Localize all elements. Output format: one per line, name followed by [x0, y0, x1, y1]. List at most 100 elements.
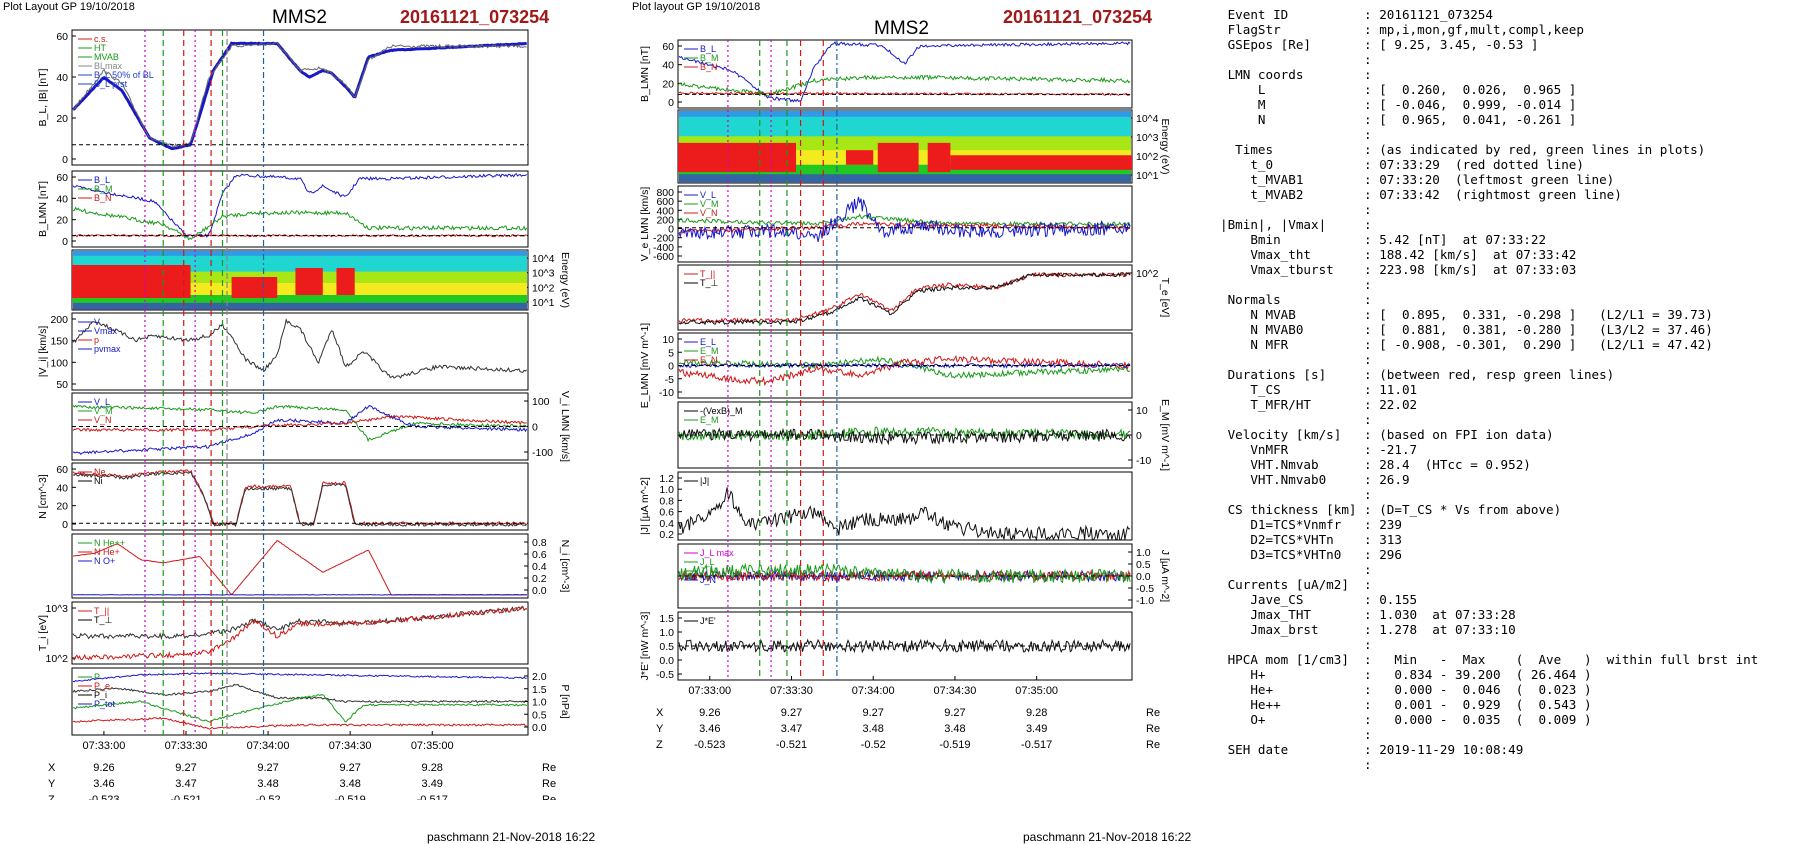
coord-value: 3.49 — [422, 778, 443, 790]
time-tick-label: 07:35:00 — [1015, 685, 1058, 697]
axis-label: V_e LMN [km/s] — [639, 187, 651, 262]
coord-label: X — [656, 707, 664, 719]
info-line: N MVAB : [ 0.895, 0.331, -0.298 ] (L2/L1… — [1220, 307, 1758, 322]
info-line: D3=TCS*VHTn0 : 296 — [1220, 547, 1758, 562]
info-line: Vmax_tht : 188.42 [km/s] at 07:33:42 — [1220, 247, 1758, 262]
time-tick-label: 07:33:30 — [165, 740, 208, 752]
info-line: |Bmin|, |Vmax| : — [1220, 217, 1758, 232]
axis-label: J [µA m^-2] — [1159, 550, 1171, 602]
tick-label: 1.2 — [659, 473, 674, 485]
legend-label: J_N — [700, 575, 716, 585]
info-line: Times : (as indicated by red, green line… — [1220, 142, 1758, 157]
time-tick-label: 07:34:30 — [934, 685, 977, 697]
tick-label: 200 — [50, 314, 68, 326]
time-tick-label: 07:33:00 — [83, 740, 126, 752]
data-line — [73, 472, 527, 526]
time-tick-label: 07:35:00 — [411, 740, 454, 752]
info-line: D1=TCS*Vnmfr : 239 — [1220, 517, 1758, 532]
info-line: : — [1220, 412, 1758, 427]
coord-value: 9.26 — [93, 762, 114, 774]
axis-label: N_i [cm^-3] — [559, 540, 571, 593]
coord-value: -0.521 — [776, 739, 807, 751]
tick-label: 0.0 — [532, 722, 547, 734]
tick-label: 10^2 — [46, 653, 69, 665]
legend-label: B_N — [700, 62, 718, 72]
panel: Energy (eV)10^410^310^210^1 — [678, 110, 1171, 183]
left-footer: paschmann 21-Nov-2018 16:22 — [427, 830, 595, 844]
panel: T_e [eV]10^2T_||T_⊥ — [678, 265, 1171, 330]
spectrogram-hot — [846, 150, 873, 165]
spectrogram-low — [73, 303, 527, 310]
coord-value: 9.27 — [781, 707, 802, 719]
time-tick-label: 07:34:00 — [247, 740, 290, 752]
coord-value: -0.519 — [335, 794, 366, 800]
data-line — [73, 684, 527, 702]
spectrogram-top — [679, 111, 1131, 117]
coord-value: -0.523 — [694, 739, 725, 751]
tick-label: 0 — [62, 236, 68, 248]
coord-value: 9.28 — [422, 762, 443, 774]
tick-label: 60 — [56, 172, 68, 184]
legend-label: E_N — [700, 355, 718, 365]
info-line: N MFR : [ -0.908, -0.301, 0.290 ] (L2/L1… — [1220, 337, 1758, 352]
tick-label: 1.0 — [532, 697, 547, 709]
axis-label: |J| [µA m^-2] — [639, 477, 651, 535]
tick-label: 100 — [50, 357, 68, 369]
data-line — [73, 320, 527, 378]
coord-label: Y — [656, 723, 664, 735]
info-line: : — [1220, 277, 1758, 292]
axis-label: E_LMN [mV m^-1] — [639, 323, 651, 409]
legend-label: E_M — [700, 415, 719, 425]
time-tick-label: 07:33:00 — [688, 685, 731, 697]
axis-label: |V_i| [km/s] — [37, 326, 49, 378]
legend-label: P_tot — [94, 699, 116, 709]
legend-label: pvmax — [94, 344, 121, 354]
tick-label: 0.5 — [659, 641, 674, 653]
tick-label: 100 — [532, 396, 550, 408]
info-line: FlagStr : mp,i,mon,gf,mult,compl,keep — [1220, 22, 1758, 37]
info-line: T_CS : 11.01 — [1220, 382, 1758, 397]
legend-label: Ni — [94, 476, 103, 486]
spectrogram-hot — [928, 143, 951, 172]
tick-label: 0.0 — [659, 655, 674, 667]
data-line — [679, 487, 1130, 540]
panel: J [µA m^-2]1.00.50.0-0.5-1.0J_L maxJ_LJ_… — [678, 544, 1171, 608]
coord-value: -0.519 — [939, 739, 970, 751]
axis-label: P [nPa] — [559, 684, 571, 718]
axis-label: T_e [eV] — [1159, 278, 1171, 318]
coord-value: -0.517 — [1021, 739, 1052, 751]
panel: V_e LMN [km/s]8006004002000-200-400-600V… — [639, 186, 1132, 263]
info-line: t_0 : 07:33:29 (red dotted line) — [1220, 157, 1758, 172]
axis-label: N [cm^-3] — [37, 474, 49, 519]
tick-label: 40 — [56, 72, 68, 84]
axis-label: Energy (eV) — [1159, 118, 1171, 174]
panel: E_M [mV m^-1]100-10-(VexB)_ME_M — [678, 399, 1171, 471]
data-line — [73, 607, 527, 660]
spectrogram-low — [679, 174, 1131, 182]
tick-label: 0.6 — [659, 507, 674, 519]
coord-label: Z — [656, 739, 663, 751]
legend-label: B_L prst — [94, 79, 128, 89]
tick-label: 1.0 — [659, 484, 674, 496]
tick-label: 40 — [662, 60, 674, 72]
tick-label: 20 — [662, 78, 674, 90]
tick-label: 0.8 — [532, 537, 547, 549]
coord-value: 3.47 — [781, 723, 802, 735]
data-line — [73, 42, 527, 147]
tick-label: 10 — [662, 334, 674, 346]
axis-label: E_M [mV m^-1] — [1159, 399, 1171, 471]
data-line — [73, 673, 527, 682]
spectrogram-hot — [72, 265, 191, 298]
info-line: VnMFR : -21.7 — [1220, 442, 1758, 457]
legend-label: T_⊥ — [700, 278, 719, 288]
tick-label: 10^1 — [532, 297, 555, 309]
axis-label: B_LMN [nT] — [37, 181, 49, 237]
panel-frame — [72, 534, 528, 598]
coord-value: -0.521 — [170, 794, 201, 800]
coord-value: -0.517 — [417, 794, 448, 800]
coord-value: 3.48 — [339, 778, 360, 790]
tick-label: 0.2 — [532, 573, 547, 585]
coord-label: Y — [48, 778, 56, 790]
